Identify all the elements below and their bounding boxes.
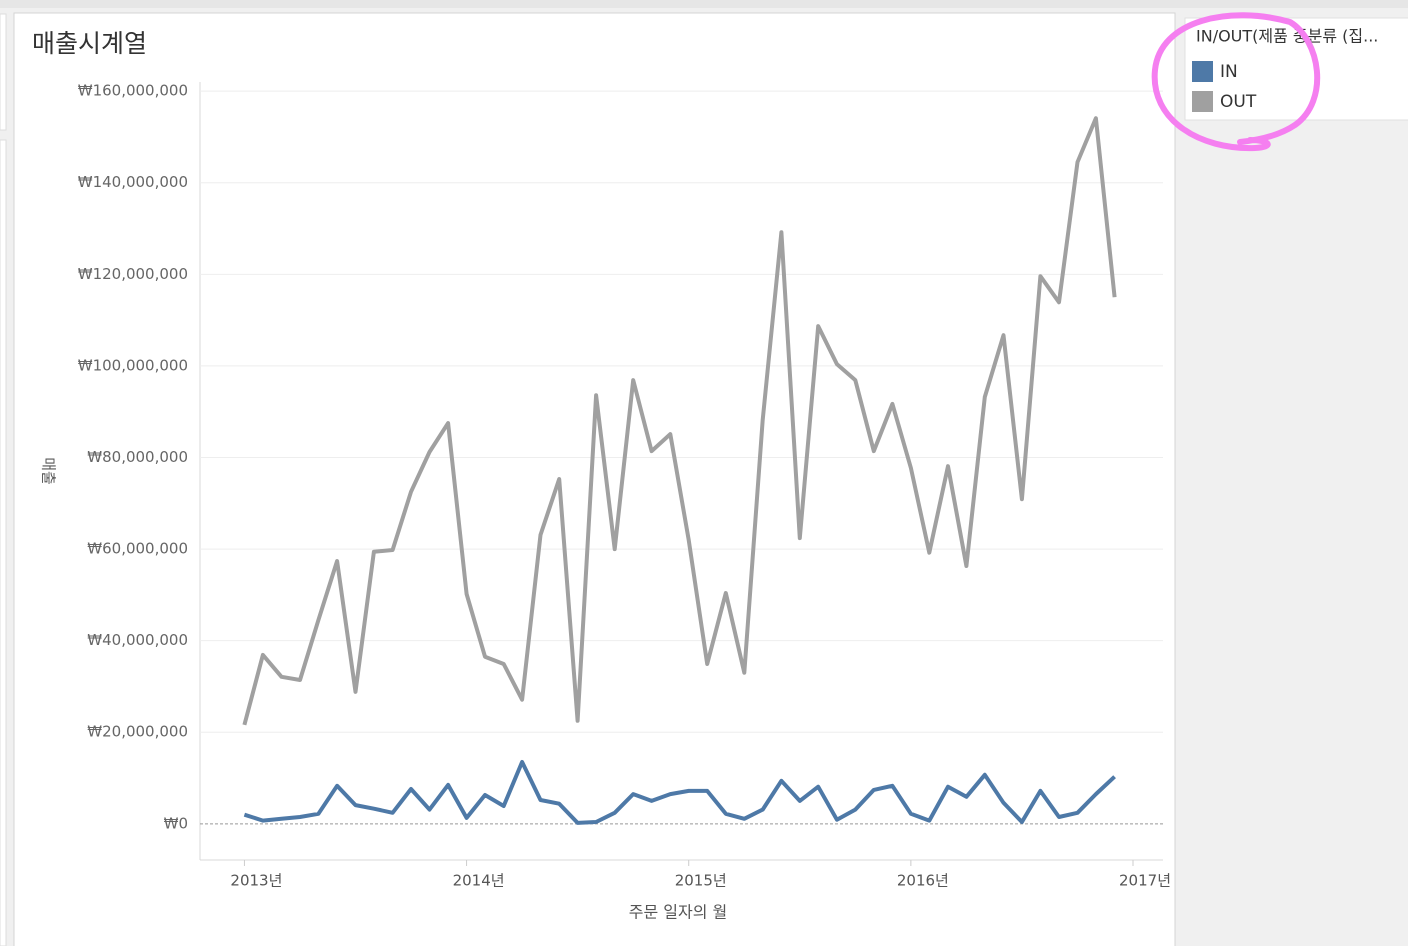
x-tick-label: 2015년	[675, 872, 727, 890]
y-axis-title: 매출	[40, 457, 58, 485]
y-tick-label: ₩20,000,000	[87, 723, 188, 741]
worksheet	[13, 12, 1176, 950]
x-tick-label: 2017년	[1119, 872, 1171, 890]
y-tick-label: ₩60,000,000	[87, 540, 188, 558]
chart-title: 매출시계열	[32, 29, 147, 58]
legend-label: OUT	[1220, 92, 1257, 112]
y-tick-label: ₩0	[164, 814, 188, 832]
side-panel	[0, 139, 7, 947]
plot: ₩0 ₩20,000,000 ₩40,000,000 ₩60,000,000 ₩80,0…	[78, 82, 1171, 890]
series-line	[243, 760, 1116, 825]
top-bar	[0, 0, 1408, 8]
legend-swatch	[1192, 61, 1213, 82]
x-tick-label: 2013년	[230, 872, 282, 890]
x-tick-label: 2016년	[897, 872, 949, 890]
y-tick-label: ₩40,000,000	[87, 631, 188, 649]
highlight-circle	[1151, 12, 1321, 152]
y-tick-label: ₩120,000,000	[78, 265, 188, 283]
y-tick-label: ₩80,000,000	[87, 448, 188, 466]
y-tick-label: ₩160,000,000	[78, 82, 188, 100]
x-tick-label: 2014년	[453, 872, 505, 890]
x-axis-title: 주문 일자의 월	[629, 903, 728, 922]
legend-swatch	[1192, 91, 1213, 112]
legend-box	[1184, 17, 1408, 121]
side-panel	[0, 13, 7, 131]
y-tick-label: ₩140,000,000	[78, 173, 188, 191]
legend-title: IN/OUT(제품 중분류 (집...	[1196, 27, 1378, 46]
y-tick-label: ₩100,000,000	[78, 356, 188, 374]
legend-label: IN	[1220, 62, 1238, 82]
series-line	[242, 116, 1117, 726]
